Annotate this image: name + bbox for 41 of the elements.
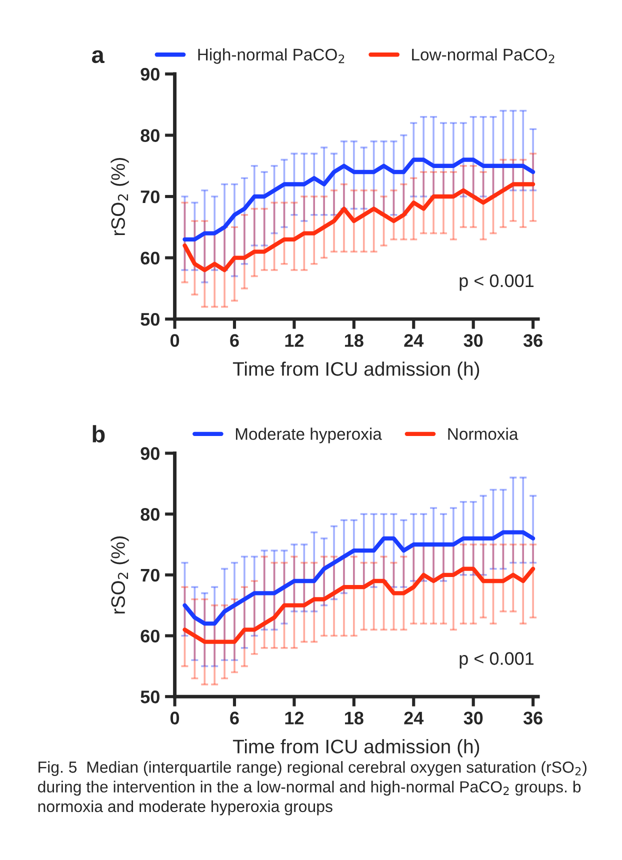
line-series xyxy=(182,566,536,644)
y-tick-label: 50 xyxy=(140,690,160,704)
y-tick-label: 80 xyxy=(140,129,160,142)
y-axis-title: rSO$_{2}$ (%) xyxy=(110,536,129,614)
text: Fig. 5 Median (interquartile range) regional cerebral oxygen saturation (rSO$_{2}$) during the intervention in the a low-normal and high-normal PaCO$_{2}$ groups. b normoxia and moderate hyperoxia groups xyxy=(38,761,586,816)
x-tick-label: 24 xyxy=(404,334,424,347)
y-tick-label: 60 xyxy=(140,630,160,642)
x-axis-title: Time from ICU admission (h) xyxy=(232,739,480,758)
x-tick-label: 30 xyxy=(464,712,483,724)
y-tick-label: 50 xyxy=(140,312,160,326)
legend-label: Normoxia xyxy=(448,428,518,440)
x-tick-label: 12 xyxy=(285,334,304,347)
x-tick-label: 12 xyxy=(285,712,304,724)
legend-label: High-normal PaCO$_{2}$ xyxy=(198,48,344,64)
y-tick-label: 90 xyxy=(140,68,160,81)
y-tick-label: 80 xyxy=(140,508,160,521)
y-tick-label: 60 xyxy=(140,252,160,265)
annotation: p < 0.001 xyxy=(460,652,534,669)
y-tick-label: 70 xyxy=(140,568,160,582)
x-tick-label: 0 xyxy=(170,334,180,347)
chart-title: a xyxy=(92,50,105,64)
x-tick-label: 36 xyxy=(523,712,542,724)
line-series xyxy=(182,182,536,272)
legend-label: Low-normal PaCO$_{2}$ xyxy=(412,48,554,64)
line-series xyxy=(182,158,536,242)
annotation: p < 0.001 xyxy=(460,274,534,291)
y-tick-label: 90 xyxy=(140,447,160,460)
x-tick-label: 0 xyxy=(170,712,180,724)
y-tick-label: 70 xyxy=(140,190,160,204)
x-tick-label: 36 xyxy=(523,334,542,347)
x-tick-label: 18 xyxy=(345,334,364,347)
chart-title: b xyxy=(92,425,105,443)
x-tick-label: 18 xyxy=(345,712,364,724)
x-axis-title: Time from ICU admission (h) xyxy=(232,362,480,380)
x-tick-label: 6 xyxy=(230,712,239,724)
x-tick-label: 24 xyxy=(404,712,424,724)
x-tick-label: 6 xyxy=(230,334,239,347)
line-series xyxy=(182,530,536,626)
x-tick-label: 30 xyxy=(464,334,483,347)
y-axis-title: rSO$_{2}$ (%) xyxy=(110,158,129,236)
legend-label: Moderate hyperoxia xyxy=(236,428,382,444)
